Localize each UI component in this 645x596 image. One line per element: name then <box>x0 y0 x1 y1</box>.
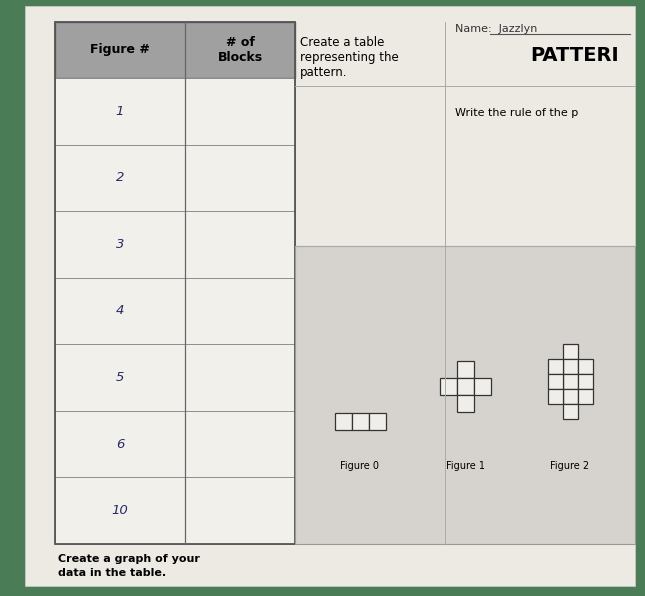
Bar <box>55 278 185 344</box>
Text: 3: 3 <box>116 238 124 251</box>
Bar <box>185 344 295 411</box>
Bar <box>335 412 352 430</box>
Text: 1: 1 <box>116 105 124 118</box>
Text: Name:  Jazzlyn: Name: Jazzlyn <box>455 24 537 34</box>
Bar <box>368 412 386 430</box>
Text: 5: 5 <box>116 371 124 384</box>
Bar <box>548 359 562 374</box>
Bar <box>55 477 185 544</box>
Text: 6: 6 <box>116 437 124 451</box>
Bar <box>55 78 185 145</box>
Bar <box>55 145 185 211</box>
Text: 10: 10 <box>112 504 128 517</box>
Text: # of
Blocks: # of Blocks <box>217 36 263 64</box>
Bar <box>548 389 562 403</box>
Text: Figure 0: Figure 0 <box>341 461 379 471</box>
Bar <box>55 22 295 78</box>
Bar <box>439 377 457 395</box>
Bar <box>577 389 593 403</box>
Text: Figure 2: Figure 2 <box>550 461 590 471</box>
Bar <box>0 0 30 596</box>
Text: 2: 2 <box>116 172 124 184</box>
Bar <box>185 145 295 211</box>
Text: 4: 4 <box>116 305 124 318</box>
Bar <box>185 211 295 278</box>
Bar <box>562 343 577 359</box>
Bar <box>295 246 635 544</box>
Bar <box>457 377 473 395</box>
Text: pattern.: pattern. <box>300 66 348 79</box>
Bar <box>55 411 185 477</box>
Bar <box>577 374 593 389</box>
Text: Create a table: Create a table <box>300 36 384 49</box>
Bar <box>352 412 368 430</box>
Bar <box>55 211 185 278</box>
Text: data in the table.: data in the table. <box>58 568 166 578</box>
Bar <box>185 477 295 544</box>
Bar <box>185 278 295 344</box>
Bar <box>185 78 295 145</box>
Bar <box>562 389 577 403</box>
Bar <box>55 22 295 544</box>
Bar <box>185 411 295 477</box>
Bar <box>457 395 473 411</box>
Bar <box>562 374 577 389</box>
Bar <box>562 359 577 374</box>
Text: Figure 1: Figure 1 <box>446 461 484 471</box>
Text: Write the rule of the p: Write the rule of the p <box>455 108 579 118</box>
Bar <box>457 361 473 377</box>
Bar <box>562 403 577 418</box>
Text: Figure #: Figure # <box>90 44 150 57</box>
Bar <box>473 377 490 395</box>
Text: Create a graph of your: Create a graph of your <box>58 554 200 564</box>
Bar <box>577 359 593 374</box>
Bar <box>548 374 562 389</box>
Text: PATTERI: PATTERI <box>530 46 619 65</box>
Text: representing the: representing the <box>300 51 399 64</box>
Bar <box>55 344 185 411</box>
